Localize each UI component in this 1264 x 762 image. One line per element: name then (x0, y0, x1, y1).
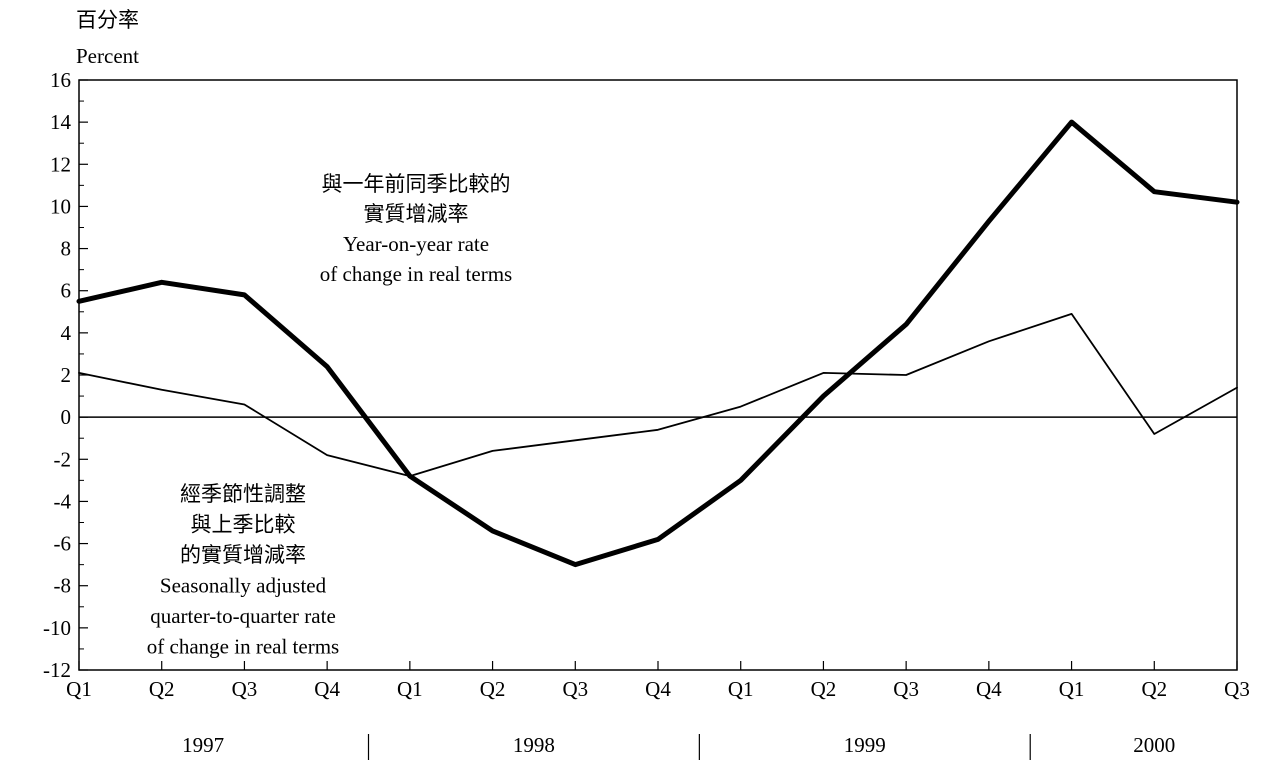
y-tick-label: 4 (61, 321, 72, 345)
y-tick-label: -8 (54, 574, 72, 598)
x-tick-label: Q4 (976, 677, 1002, 701)
x-tick-label: Q1 (1059, 677, 1085, 701)
series-line-quarter-to-quarter (78, 312, 1238, 478)
series-layer (76, 119, 1240, 568)
annotation-line: 的實質增減率 (180, 543, 306, 567)
y-tick-label: -4 (54, 489, 72, 513)
x-tick-label: Q2 (149, 677, 175, 701)
unit-label-en: Percent (76, 44, 139, 68)
y-tick-label: -6 (54, 532, 72, 556)
annotation-line: quarter-to-quarter rate (150, 604, 336, 628)
annotation-line: 與上季比較 (191, 513, 296, 537)
annotation-line: 與一年前同季比較的 (322, 172, 511, 196)
x-tick-label: Q1 (728, 677, 754, 701)
x-tick-label: Q3 (562, 677, 588, 701)
annotation-line: of change in real terms (320, 262, 512, 286)
y-axis: 16 14 12 10 8 6 4 2 0 -2 -4 -6 -8 -10 -12 (43, 68, 88, 682)
x-tick-label: Q1 (66, 677, 92, 701)
y-tick-label: -12 (43, 658, 71, 682)
year-label: 2000 (1133, 733, 1175, 757)
x-tick-label: Q3 (893, 677, 919, 701)
annotation-line: 經季節性調整 (180, 482, 306, 506)
year-label: 1997 (182, 733, 224, 757)
x-tick-label: Q2 (480, 677, 506, 701)
year-label: 1998 (513, 733, 555, 757)
y-tick-label: 10 (50, 194, 71, 218)
x-tick-label: Q3 (1224, 677, 1250, 701)
y-tick-label: 0 (61, 405, 72, 429)
y-tick-label: 16 (50, 68, 71, 92)
x-tick-label: Q2 (1141, 677, 1167, 701)
x-tick-label: Q1 (397, 677, 423, 701)
y-tick-label: 8 (61, 237, 72, 261)
y-tick-label: 6 (61, 279, 72, 303)
y-tick-label: -2 (54, 447, 72, 471)
unit-label-zh: 百分率 (76, 8, 139, 32)
series-line-year-on-year (76, 119, 1240, 568)
annotation-line: 實質增減率 (364, 202, 469, 226)
x-tick-label: Q4 (314, 677, 340, 701)
y-tick-label: 2 (61, 363, 72, 387)
x-tick-label: Q4 (645, 677, 671, 701)
annotation-line: Seasonally adjusted (160, 574, 327, 598)
x-axis: Q1 Q2 Q3 Q4 Q1 Q2 Q3 Q4 Q1 Q2 Q3 Q4 Q1 Q2 Q3 1997 1998 19… (66, 661, 1250, 760)
x-tick-label: Q2 (811, 677, 837, 701)
y-tick-label: 14 (50, 110, 72, 134)
y-tick-label: 12 (50, 152, 71, 176)
y-tick-label: -10 (43, 616, 71, 640)
annotation-line: Year-on-year rate (343, 232, 489, 256)
year-label: 1999 (844, 733, 886, 757)
x-tick-label: Q3 (232, 677, 258, 701)
annotation-line: of change in real terms (147, 635, 339, 659)
